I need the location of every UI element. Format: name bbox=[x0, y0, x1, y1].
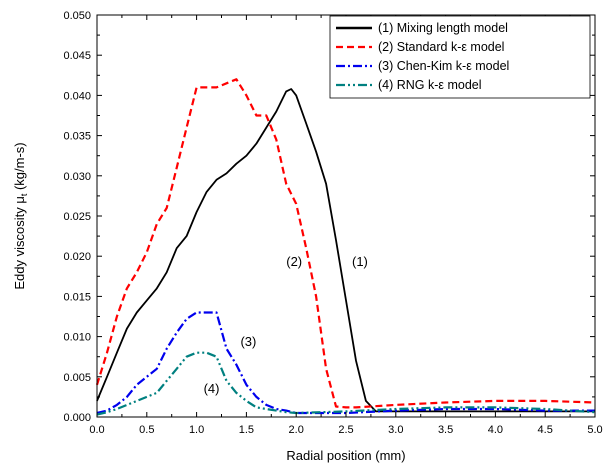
curve-annotation: (3) bbox=[240, 334, 256, 349]
x-axis-title: Radial position (mm) bbox=[286, 448, 405, 463]
y-tick-label: 0.050 bbox=[63, 10, 91, 22]
series-line-3 bbox=[96, 311, 595, 415]
y-tick-label: 0.040 bbox=[63, 90, 91, 102]
y-axis-title: Eddy viscosity μt (kg/m-s) bbox=[12, 142, 29, 289]
legend-box bbox=[329, 15, 591, 99]
y-tick-label: 0.005 bbox=[63, 372, 91, 384]
legend-label-1: (1) Mixing length model bbox=[378, 21, 508, 35]
curve-annotation: (1) bbox=[352, 254, 368, 269]
legend-label-4: (4) RNG k-ε model bbox=[378, 78, 482, 92]
y-tick-label: 0.010 bbox=[63, 332, 91, 344]
y-tick-label: 0.030 bbox=[63, 171, 91, 183]
x-tick-label: 2.5 bbox=[338, 424, 353, 436]
x-tick-label: 1.5 bbox=[239, 424, 254, 436]
x-tick-label: 4.0 bbox=[488, 424, 503, 436]
y-axis-title-main: Eddy viscosity μ bbox=[12, 196, 27, 289]
legend-label-2: (2) Standard k-ε model bbox=[378, 40, 504, 54]
legend-label-3: (3) Chen-Kim k-ε model bbox=[378, 59, 509, 73]
x-tick-label: 5.0 bbox=[587, 424, 602, 436]
legend: (1) Mixing length model (2) Standard k-ε … bbox=[329, 15, 591, 99]
x-tick-label: 4.5 bbox=[538, 424, 553, 436]
y-tick-label: 0.000 bbox=[63, 412, 91, 424]
y-tick-label: 0.020 bbox=[63, 251, 91, 263]
series-line-1 bbox=[96, 88, 595, 413]
x-tick-label: 2.0 bbox=[289, 424, 304, 436]
x-tick-label: 1.0 bbox=[189, 424, 204, 436]
x-tick-label: 3.0 bbox=[388, 424, 403, 436]
series-line-4 bbox=[96, 351, 596, 416]
x-tick-label: 3.5 bbox=[438, 424, 453, 436]
plot-area: (1) (2) (3) (4) bbox=[95, 78, 596, 416]
x-tick-label: 0.5 bbox=[139, 424, 154, 436]
y-tick-label: 0.025 bbox=[63, 211, 91, 223]
y-axis-title-unit: (kg/m-s) bbox=[12, 142, 27, 193]
curve-annotation: (2) bbox=[286, 254, 302, 269]
axes: 0.0 0.5 1.0 1.5 2.0 2.5 3.0 3.5 4.0 4.5 5.0 0.000 0.… bbox=[63, 10, 602, 436]
series-line-2 bbox=[95, 78, 596, 409]
y-tick-label: 0.035 bbox=[63, 131, 91, 143]
x-tick-label: 0.0 bbox=[89, 424, 104, 436]
y-axis-title-subscript: t bbox=[19, 193, 29, 196]
y-tick-label: 0.015 bbox=[63, 291, 91, 303]
curve-annotation: (4) bbox=[204, 381, 220, 396]
y-tick-label: 0.045 bbox=[63, 50, 91, 62]
